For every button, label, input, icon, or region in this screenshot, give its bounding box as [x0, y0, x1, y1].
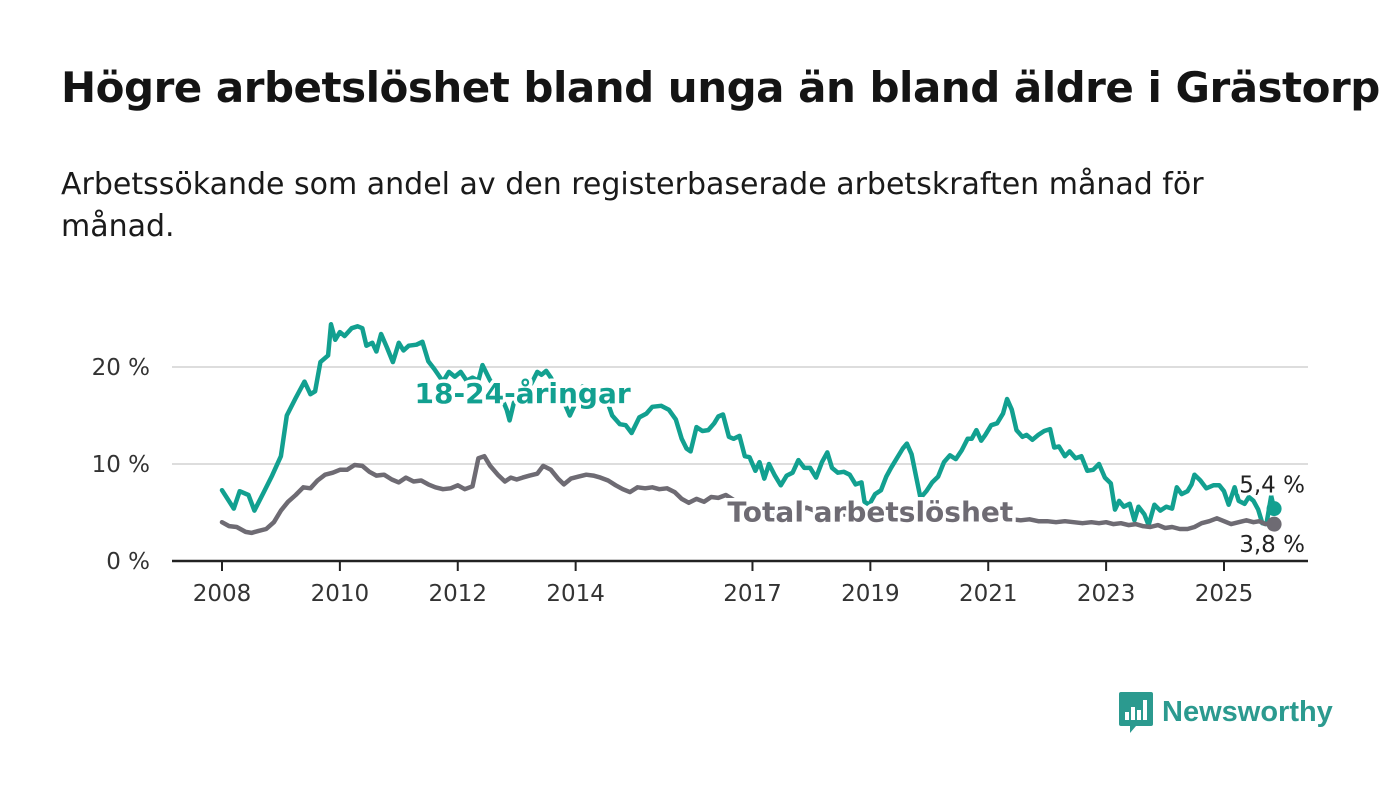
y-tick-label: 0 %	[106, 549, 150, 575]
x-tick-label: 2025	[1195, 581, 1254, 607]
x-tick-label: 2014	[546, 581, 605, 607]
x-tick-label: 2012	[428, 581, 487, 607]
gridlines	[172, 366, 1308, 465]
chart-subtitle: Arbetssökande som andel av den registerb…	[61, 167, 1204, 244]
y-tick-label: 20 %	[92, 355, 150, 381]
x-tick-label: 2023	[1077, 581, 1136, 607]
axes: 0 % 10 % 20 % 2008 2010 2012 2014 2017 2019 2021 2…	[92, 355, 1308, 607]
x-tick-label: 2019	[841, 581, 900, 607]
series-label-1: Total arbetslöshet	[727, 496, 1013, 529]
series-end-point-0	[1266, 501, 1282, 517]
x-tick-label: 2017	[723, 581, 782, 607]
x-tick-label: 2008	[193, 581, 252, 607]
end-value-label-1: 3,8 %	[1239, 532, 1305, 558]
series-end-point-1	[1266, 516, 1282, 532]
end-value-label-0: 5,4 %	[1239, 473, 1305, 499]
newsworthy-logo: Newsworthy	[1118, 690, 1333, 734]
chart-title: Högre arbetslöshet bland unga än bland ä…	[61, 63, 1380, 112]
bar-chart-speech-bubble-icon	[1119, 692, 1153, 733]
series-line-1	[219, 453, 1277, 536]
series-lines	[219, 322, 1282, 536]
brand-name: Newsworthy	[1162, 695, 1333, 728]
y-tick-label: 10 %	[92, 452, 150, 478]
x-tick-label: 2010	[311, 581, 370, 607]
series-line-0	[219, 322, 1277, 528]
series-labels: 18-24-åringar Total arbetslöshet 5,4 % 3,8 …	[411, 374, 1308, 561]
x-tick-label: 2021	[959, 581, 1018, 607]
series-label-0: 18-24-åringar	[415, 377, 631, 410]
